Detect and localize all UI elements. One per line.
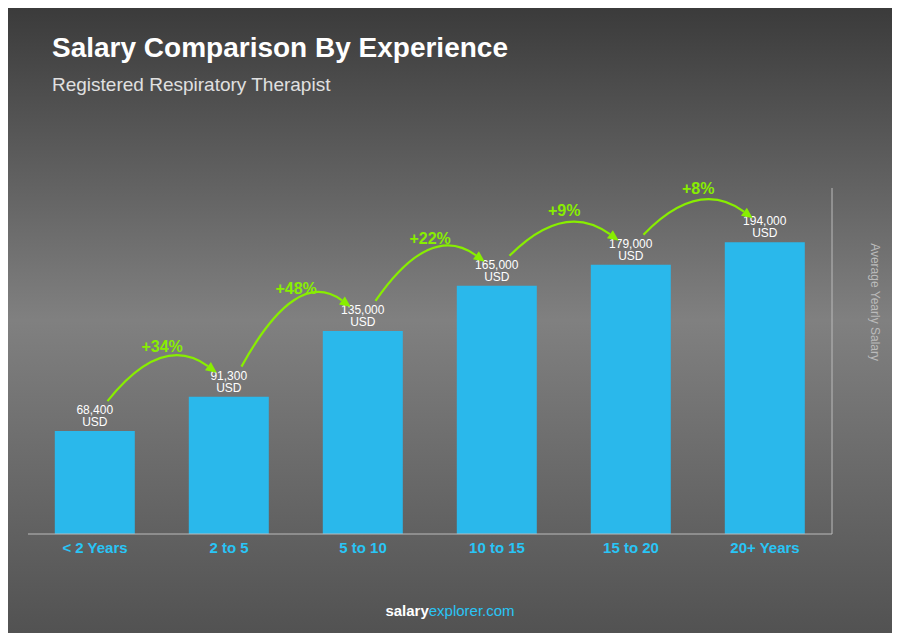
svg-text:Average Yearly Salary: Average Yearly Salary	[868, 243, 882, 361]
svg-text:5 to 10: 5 to 10	[339, 539, 387, 556]
svg-text:15 to 20: 15 to 20	[603, 539, 659, 556]
html-text:Salary Comparison By Experienc: Salary Comparison By Experience	[52, 32, 508, 63]
svg-text:+48%: +48%	[275, 280, 316, 297]
svg-text:165,000USD: 165,000USD	[475, 258, 519, 284]
svg-text:68,400USD: 68,400USD	[76, 403, 113, 429]
svg-text:194,000USD: 194,000USD	[743, 214, 787, 240]
svg-text:10 to 15: 10 to 15	[469, 539, 525, 556]
svg-text:< 2 Years: < 2 Years	[62, 539, 127, 556]
svg-text:20+ Years: 20+ Years	[730, 539, 799, 556]
html-text:Registered Respiratory Therapi: Registered Respiratory Therapist	[52, 74, 331, 95]
svg-text:+22%: +22%	[409, 230, 450, 247]
svg-text:91,300USD: 91,300USD	[210, 369, 247, 395]
svg-text:+9%: +9%	[548, 202, 580, 219]
html-text:salary explorer.com: salary explorer.com	[385, 602, 515, 619]
svg-text:+8%: +8%	[682, 180, 714, 197]
svg-text:179,000USD: 179,000USD	[609, 237, 653, 263]
svg-text:+34%: +34%	[141, 338, 182, 355]
svg-text:135,000USD: 135,000USD	[341, 303, 385, 329]
svg-text:2 to 5: 2 to 5	[209, 539, 248, 556]
